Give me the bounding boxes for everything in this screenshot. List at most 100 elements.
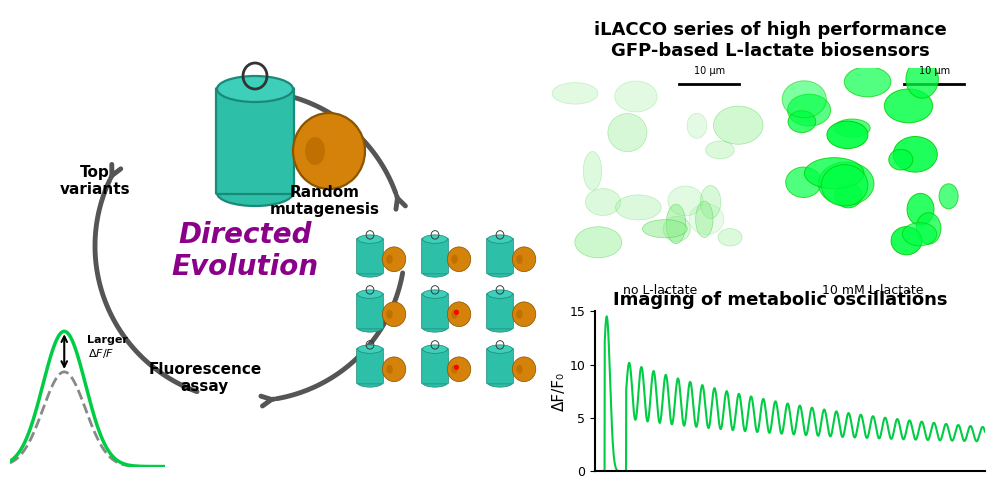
Ellipse shape xyxy=(516,255,523,264)
Ellipse shape xyxy=(382,357,406,382)
Ellipse shape xyxy=(447,302,471,327)
Ellipse shape xyxy=(423,324,447,332)
Ellipse shape xyxy=(939,184,958,209)
Ellipse shape xyxy=(386,310,393,319)
Y-axis label: ΔF/F₀: ΔF/F₀ xyxy=(552,372,567,411)
Ellipse shape xyxy=(788,111,816,133)
Ellipse shape xyxy=(423,379,447,387)
Ellipse shape xyxy=(451,310,458,319)
Circle shape xyxy=(454,364,459,370)
Ellipse shape xyxy=(642,220,687,238)
Ellipse shape xyxy=(889,149,913,170)
Text: Imaging of metabolic oscillations: Imaging of metabolic oscillations xyxy=(613,291,947,309)
Circle shape xyxy=(454,310,459,315)
Ellipse shape xyxy=(821,165,868,206)
Ellipse shape xyxy=(358,290,382,298)
Text: 10 μm: 10 μm xyxy=(919,66,950,76)
Ellipse shape xyxy=(585,189,621,215)
FancyBboxPatch shape xyxy=(422,293,448,329)
Ellipse shape xyxy=(786,167,821,197)
Ellipse shape xyxy=(818,162,874,205)
FancyBboxPatch shape xyxy=(357,293,383,329)
Ellipse shape xyxy=(687,113,707,139)
Ellipse shape xyxy=(358,345,382,353)
Ellipse shape xyxy=(423,269,447,277)
FancyBboxPatch shape xyxy=(357,348,383,384)
FancyBboxPatch shape xyxy=(487,238,513,274)
Ellipse shape xyxy=(488,324,512,332)
Ellipse shape xyxy=(358,269,382,277)
Text: Top
variants: Top variants xyxy=(60,165,130,197)
Ellipse shape xyxy=(386,255,393,264)
FancyBboxPatch shape xyxy=(422,348,448,384)
Text: Larger
$\Delta F/F$: Larger $\Delta F/F$ xyxy=(88,335,128,360)
Ellipse shape xyxy=(834,119,870,137)
Ellipse shape xyxy=(916,213,941,244)
Ellipse shape xyxy=(382,247,406,272)
Text: Random
mutagenesis: Random mutagenesis xyxy=(270,185,380,217)
Text: 10 μm: 10 μm xyxy=(694,66,725,76)
Ellipse shape xyxy=(782,81,826,118)
Ellipse shape xyxy=(696,201,713,238)
Ellipse shape xyxy=(844,67,891,97)
Text: 10 mM L-lactate: 10 mM L-lactate xyxy=(822,284,924,297)
Ellipse shape xyxy=(788,94,831,126)
Text: no L-lactate: no L-lactate xyxy=(623,284,697,297)
Ellipse shape xyxy=(516,364,523,374)
FancyBboxPatch shape xyxy=(216,88,294,194)
Ellipse shape xyxy=(488,379,512,387)
Ellipse shape xyxy=(358,379,382,387)
Ellipse shape xyxy=(668,186,703,216)
Ellipse shape xyxy=(907,193,934,226)
Ellipse shape xyxy=(217,76,293,102)
Ellipse shape xyxy=(893,137,937,172)
Ellipse shape xyxy=(608,114,647,152)
Text: iLACCO series of high performance
GFP-based L-lactate biosensors: iLACCO series of high performance GFP-ba… xyxy=(594,21,946,60)
Ellipse shape xyxy=(891,226,922,255)
Ellipse shape xyxy=(451,364,458,374)
Ellipse shape xyxy=(423,235,447,243)
FancyBboxPatch shape xyxy=(422,238,448,274)
Ellipse shape xyxy=(451,255,458,264)
Ellipse shape xyxy=(447,357,471,382)
Ellipse shape xyxy=(804,157,864,189)
Ellipse shape xyxy=(217,180,293,206)
Ellipse shape xyxy=(615,195,661,220)
Ellipse shape xyxy=(488,235,512,243)
Ellipse shape xyxy=(423,290,447,298)
Ellipse shape xyxy=(512,247,536,272)
Ellipse shape xyxy=(293,113,365,189)
Ellipse shape xyxy=(516,310,523,319)
Ellipse shape xyxy=(700,186,721,219)
Ellipse shape xyxy=(835,183,862,208)
Ellipse shape xyxy=(583,152,602,190)
Ellipse shape xyxy=(575,227,622,258)
Ellipse shape xyxy=(706,141,734,159)
Ellipse shape xyxy=(666,204,686,243)
Ellipse shape xyxy=(902,223,937,246)
FancyBboxPatch shape xyxy=(357,238,383,274)
Ellipse shape xyxy=(488,345,512,353)
Text: Fluorescence
assay: Fluorescence assay xyxy=(148,362,262,394)
Ellipse shape xyxy=(488,269,512,277)
Ellipse shape xyxy=(906,60,938,98)
Ellipse shape xyxy=(689,204,724,235)
Ellipse shape xyxy=(358,324,382,332)
Ellipse shape xyxy=(512,357,536,382)
Ellipse shape xyxy=(488,290,512,298)
Ellipse shape xyxy=(552,83,598,104)
Ellipse shape xyxy=(714,106,763,144)
FancyBboxPatch shape xyxy=(487,348,513,384)
Ellipse shape xyxy=(512,302,536,327)
Ellipse shape xyxy=(305,137,325,165)
Ellipse shape xyxy=(663,216,690,242)
Ellipse shape xyxy=(358,235,382,243)
Ellipse shape xyxy=(386,364,393,374)
Text: Directed
Evolution: Directed Evolution xyxy=(171,221,319,281)
Ellipse shape xyxy=(827,121,868,149)
FancyBboxPatch shape xyxy=(487,293,513,329)
Ellipse shape xyxy=(382,302,406,327)
Ellipse shape xyxy=(718,228,742,246)
Ellipse shape xyxy=(615,81,657,112)
Ellipse shape xyxy=(884,89,933,123)
